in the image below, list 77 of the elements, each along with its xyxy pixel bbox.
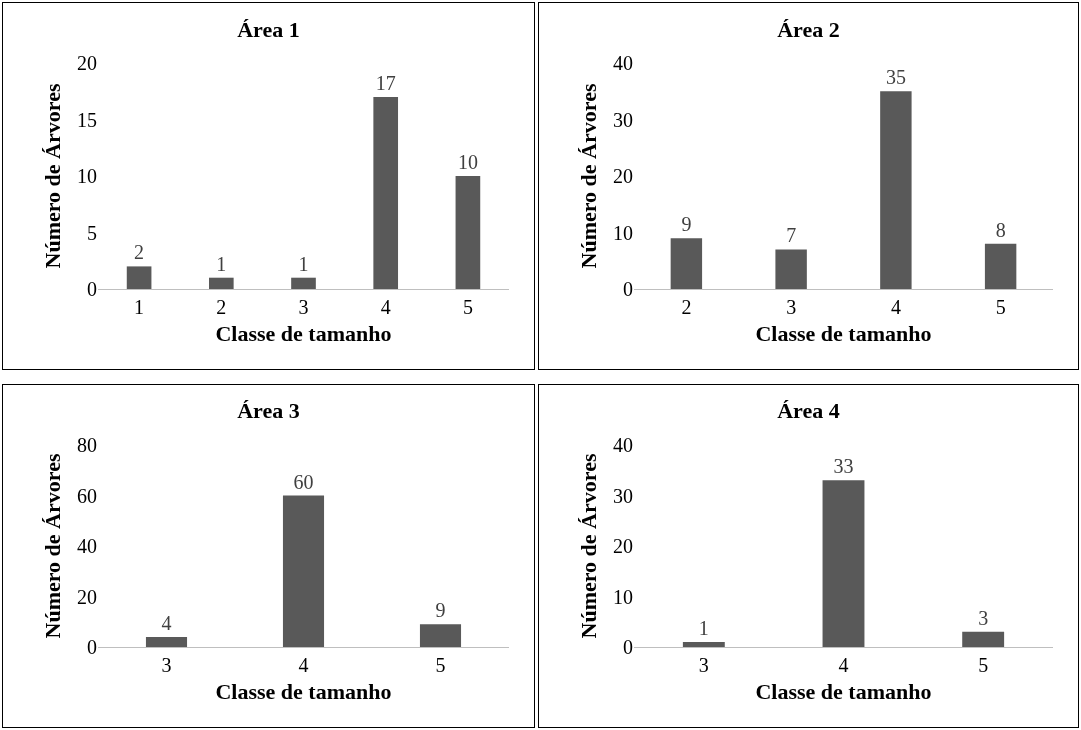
y-tick-label: 0	[87, 636, 97, 658]
x-axis-title: Classe de tamanho	[215, 678, 392, 704]
data-label: 3	[978, 606, 989, 629]
x-tick-label: 3	[786, 296, 797, 318]
chart-title: Área 2	[777, 16, 840, 42]
x-axis-title: Classe de tamanho	[215, 320, 392, 346]
y-tick-label: 10	[77, 165, 97, 187]
chart-title: Área 1	[237, 16, 300, 42]
data-label: 1	[698, 616, 709, 639]
data-label: 60	[293, 470, 314, 493]
x-tick-label: 4	[838, 654, 849, 676]
x-tick-label: 4	[380, 296, 391, 318]
y-tick-label: 60	[77, 484, 97, 507]
x-tick-label: 5	[978, 654, 989, 676]
y-tick-label: 20	[77, 585, 97, 608]
x-tick-label: 2	[681, 296, 692, 318]
x-tick-label: 5	[435, 654, 446, 676]
y-tick-label: 10	[613, 221, 633, 244]
bar	[880, 91, 912, 289]
bar	[419, 624, 462, 647]
data-label: 7	[786, 224, 797, 247]
data-label: 2	[134, 241, 145, 264]
x-tick-label: 4	[298, 654, 309, 676]
bar	[208, 277, 234, 289]
x-axis-title: Classe de tamanho	[755, 320, 932, 346]
bar	[145, 636, 188, 647]
y-tick-label: 30	[613, 484, 633, 507]
data-label: 4	[161, 611, 172, 634]
x-tick-label: 3	[161, 654, 172, 676]
x-tick-label: 5	[462, 296, 473, 318]
y-tick-label: 5	[87, 221, 97, 244]
bar	[373, 96, 399, 289]
data-label: 1	[298, 252, 309, 275]
y-tick-label: 15	[77, 108, 97, 131]
data-label: 33	[833, 455, 854, 478]
y-tick-label: 0	[623, 278, 633, 300]
x-tick-label: 3	[298, 296, 309, 318]
x-axis-title: Classe de tamanho	[755, 678, 932, 704]
y-tick-label: 0	[623, 636, 633, 658]
bar	[962, 631, 1005, 647]
bar	[822, 480, 865, 647]
data-label: 9	[681, 213, 692, 236]
bar	[282, 495, 325, 647]
y-axis-title: Número de Árvores	[575, 453, 601, 639]
chart-title: Área 4	[777, 397, 840, 423]
y-axis-title: Número de Árvores	[39, 83, 65, 269]
data-label: 10	[457, 151, 478, 173]
x-tick-label: 5	[995, 296, 1006, 318]
y-tick-label: 20	[613, 535, 633, 557]
data-label: 9	[435, 599, 446, 622]
y-tick-label: 0	[87, 278, 97, 300]
y-tick-label: 10	[613, 585, 633, 608]
bar	[682, 641, 725, 647]
y-tick-label: 80	[77, 434, 97, 456]
bar	[126, 266, 152, 289]
x-tick-label: 3	[698, 654, 709, 676]
x-tick-label: 4	[890, 296, 901, 318]
x-tick-label: 2	[216, 296, 227, 318]
y-tick-label: 20	[613, 165, 633, 187]
chart-title: Área 3	[237, 397, 300, 423]
data-label: 35	[885, 66, 906, 89]
y-tick-label: 40	[613, 52, 633, 74]
bar	[984, 243, 1017, 289]
y-tick-label: 30	[613, 108, 633, 131]
y-tick-label: 40	[613, 434, 633, 456]
data-label: 8	[995, 218, 1006, 241]
bar	[775, 249, 807, 289]
bar	[291, 277, 316, 289]
x-tick-label: 1	[134, 296, 145, 318]
y-tick-label: 20	[77, 52, 97, 74]
y-axis-title: Número de Árvores	[575, 83, 601, 269]
y-axis-title: Número de Árvores	[39, 453, 65, 639]
bar	[670, 238, 703, 289]
data-label: 17	[375, 71, 396, 94]
data-label: 1	[216, 252, 227, 275]
y-tick-label: 40	[77, 535, 97, 557]
bar	[455, 176, 481, 289]
